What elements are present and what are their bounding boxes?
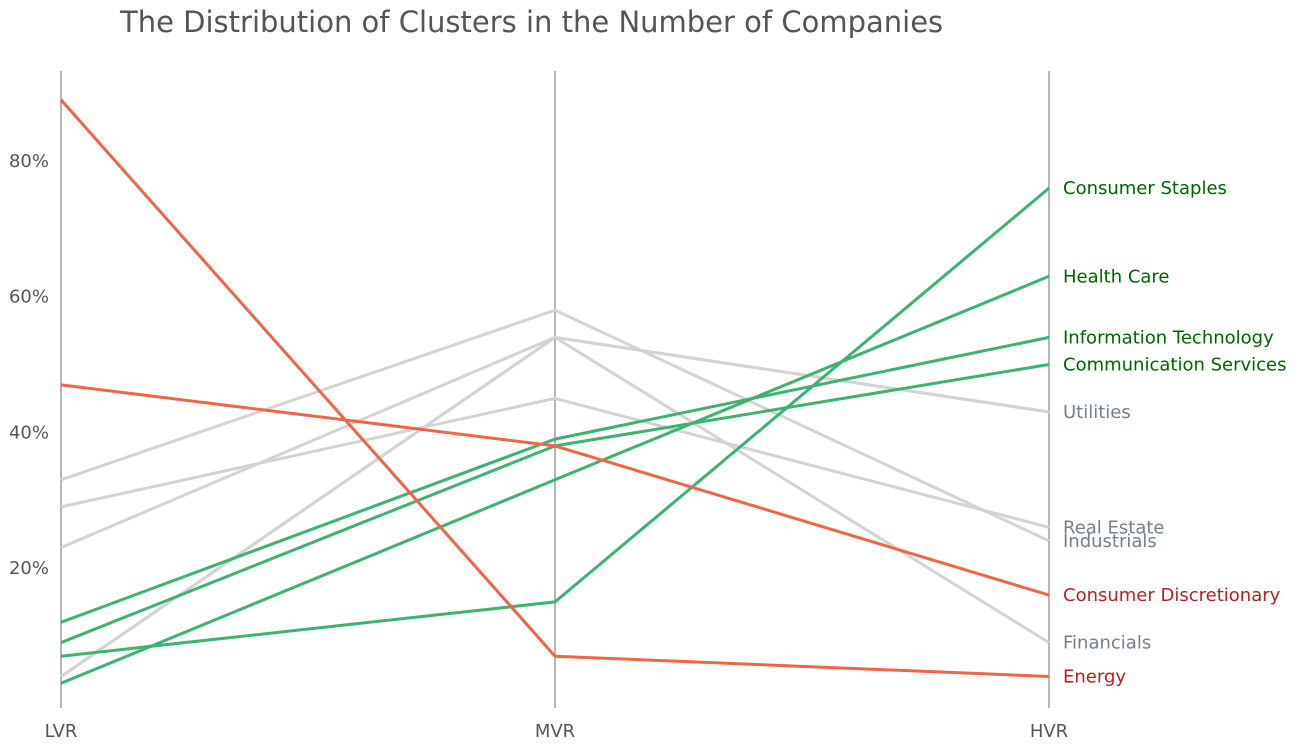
series-label: Consumer Staples (1063, 178, 1227, 199)
series-label: Financials (1063, 633, 1151, 654)
series-line-real-estate (60, 396, 1050, 529)
y-tick-label: 40% (9, 422, 49, 443)
series-lines (59, 98, 1050, 685)
chart-title: The Distribution of Clusters in the Numb… (119, 5, 943, 39)
series-line-information-technology (60, 335, 1050, 624)
y-tick-labels: 20% 40% 60% 80% (9, 151, 49, 579)
series-label: Consumer Discretionary (1063, 585, 1281, 606)
y-tick-label: 80% (9, 151, 49, 172)
series-label: Utilities (1063, 402, 1131, 423)
series-label: Information Technology (1063, 327, 1274, 348)
series-line-consumer-discretionary (60, 383, 1050, 597)
series-label: Health Care (1063, 266, 1170, 287)
x-tick-label: LVR (45, 721, 78, 742)
y-tick-label: 20% (9, 558, 49, 579)
series-label: Communication Services (1063, 355, 1287, 376)
y-tick-label: 60% (9, 287, 49, 308)
series-end-labels: Consumer Staples Health Care Information T… (1063, 178, 1287, 687)
series-line-health-care (60, 274, 1050, 685)
x-tick-label: MVR (535, 721, 575, 742)
series-label: Real Estate (1063, 517, 1165, 538)
series-line-energy (59, 98, 1050, 678)
series-line-industrials (60, 308, 1050, 543)
x-tick-label: HVR (1030, 721, 1068, 742)
series-label: Industrials (1063, 531, 1157, 552)
x-axis-labels: LVR MVR HVR (45, 721, 1069, 742)
series-label: Energy (1063, 667, 1126, 688)
series-line-financials (60, 335, 1050, 678)
series-line-consumer-staples (60, 186, 1050, 658)
